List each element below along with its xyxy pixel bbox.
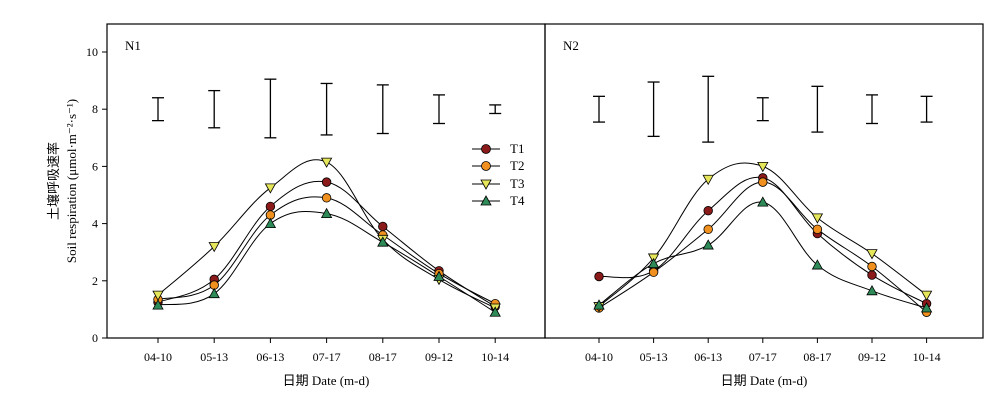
- legend-item-t1: T1: [472, 141, 524, 156]
- markers-layer: [152, 157, 933, 317]
- data-point-t3: [208, 242, 220, 253]
- panel-title-n1: N1: [125, 38, 141, 53]
- x-axis-label-n1: 日期 Date (m-d): [283, 373, 370, 388]
- data-point-t3: [757, 161, 769, 173]
- data-point-t2: [648, 267, 659, 277]
- data-point-t4: [320, 207, 333, 218]
- legend-label-t2: T2: [510, 158, 524, 173]
- data-point-t3: [811, 213, 824, 224]
- x-tick-label: 07-17: [749, 350, 777, 364]
- data-point-t3: [866, 249, 878, 260]
- data-point-t4: [593, 299, 605, 310]
- series-line-t4: [598, 201, 927, 309]
- error-bar: [433, 94, 445, 125]
- data-point-t2: [867, 261, 877, 272]
- error-bar: [489, 104, 502, 115]
- data-point-t2: [703, 224, 713, 235]
- error-bar: [320, 82, 333, 136]
- x-tick-label: 08-17: [803, 350, 831, 364]
- y-tick-label: 4: [92, 217, 98, 231]
- data-point-t3: [152, 290, 164, 301]
- error-bar: [702, 75, 715, 143]
- data-point-t4: [757, 196, 769, 207]
- data-point-t1: [265, 201, 276, 212]
- data-point-t4: [208, 287, 220, 299]
- data-point-t2: [321, 193, 332, 203]
- data-point-t3: [320, 157, 333, 168]
- data-point-t4: [811, 259, 824, 270]
- data-point-t3: [702, 174, 714, 186]
- error-bar: [866, 94, 878, 125]
- data-point-t1: [321, 177, 332, 187]
- x-tick-label: 04-10: [144, 350, 172, 364]
- x-tick-label: 06-13: [256, 350, 284, 364]
- data-point-t3: [920, 290, 933, 301]
- legend-marker-t2: [481, 161, 491, 171]
- x-tick-label: 05-13: [640, 350, 668, 364]
- error-bar: [756, 97, 769, 122]
- error-bar: [920, 95, 933, 123]
- x-tick-label: 10-14: [913, 350, 941, 364]
- data-point-t1: [378, 221, 388, 232]
- x-tick-label: 10-14: [481, 350, 509, 364]
- legend: T1 T2 T3 T4: [472, 141, 525, 208]
- data-point-t4: [152, 299, 164, 310]
- data-point-t4: [433, 270, 445, 281]
- y-tick-label: 10: [86, 45, 98, 59]
- y-axis-label-en: Soil respiration (μmol·m⁻²·s⁻¹): [64, 99, 79, 263]
- x-tick-label: 09-12: [858, 350, 886, 364]
- x-tick-label: 09-12: [425, 350, 453, 364]
- x-tick-label: 04-10: [585, 350, 613, 364]
- data-point-t2: [758, 177, 768, 187]
- error-bar: [593, 95, 605, 123]
- error-bar: [811, 85, 824, 133]
- legend-label-t4: T4: [510, 193, 525, 208]
- y-axis-label-cn: 土壤呼吸速率: [46, 142, 61, 220]
- series-line-t1: [598, 176, 927, 305]
- data-point-t1: [703, 206, 713, 216]
- legend-item-t2: T2: [472, 158, 524, 173]
- y-tick-label: 2: [92, 274, 98, 288]
- legend-item-t4: T4: [472, 193, 525, 208]
- x-axis-label-n2: 日期 Date (m-d): [721, 373, 808, 388]
- legend-marker-t3: [480, 179, 492, 190]
- legend-label-t1: T1: [510, 141, 524, 156]
- error-bar: [647, 81, 660, 138]
- ticks-layer: 0 2 4 6 8 10 04-10 05-13 06-13 07-17 08-17 09-12 10-…: [86, 45, 941, 364]
- data-point-t4: [647, 257, 660, 269]
- data-point-t1: [594, 271, 604, 282]
- x-tick-label: 05-13: [200, 350, 228, 364]
- legend-marker-t1: [481, 144, 491, 154]
- y-tick-label: 0: [92, 331, 98, 345]
- y-tick-label: 6: [92, 159, 98, 173]
- data-point-t4: [377, 236, 389, 247]
- error-bar: [208, 89, 221, 129]
- x-tick-label: 08-17: [369, 350, 397, 364]
- data-point-t2: [812, 224, 823, 235]
- x-tick-label: 07-17: [313, 350, 341, 364]
- error-bar: [152, 97, 164, 122]
- lines-layer: [157, 159, 927, 313]
- error-bar: [264, 78, 277, 139]
- legend-label-t3: T3: [510, 176, 524, 191]
- errorbar-layer: [152, 75, 933, 143]
- error-bar: [376, 84, 389, 135]
- panel-frame-n2: [544, 23, 984, 339]
- data-point-t3: [264, 183, 277, 194]
- data-point-t1: [867, 270, 877, 280]
- data-point-t4: [489, 306, 501, 317]
- panel-title-n2: N2: [563, 38, 579, 53]
- data-point-t4: [702, 239, 714, 250]
- y-tick-label: 8: [92, 102, 98, 116]
- series-line-t4: [157, 210, 496, 313]
- data-point-t4: [920, 302, 933, 313]
- data-point-t4: [264, 217, 277, 229]
- legend-marker-t4: [480, 195, 492, 206]
- x-tick-label: 06-13: [694, 350, 722, 364]
- legend-item-t3: T3: [472, 176, 524, 191]
- data-point-t4: [866, 284, 878, 296]
